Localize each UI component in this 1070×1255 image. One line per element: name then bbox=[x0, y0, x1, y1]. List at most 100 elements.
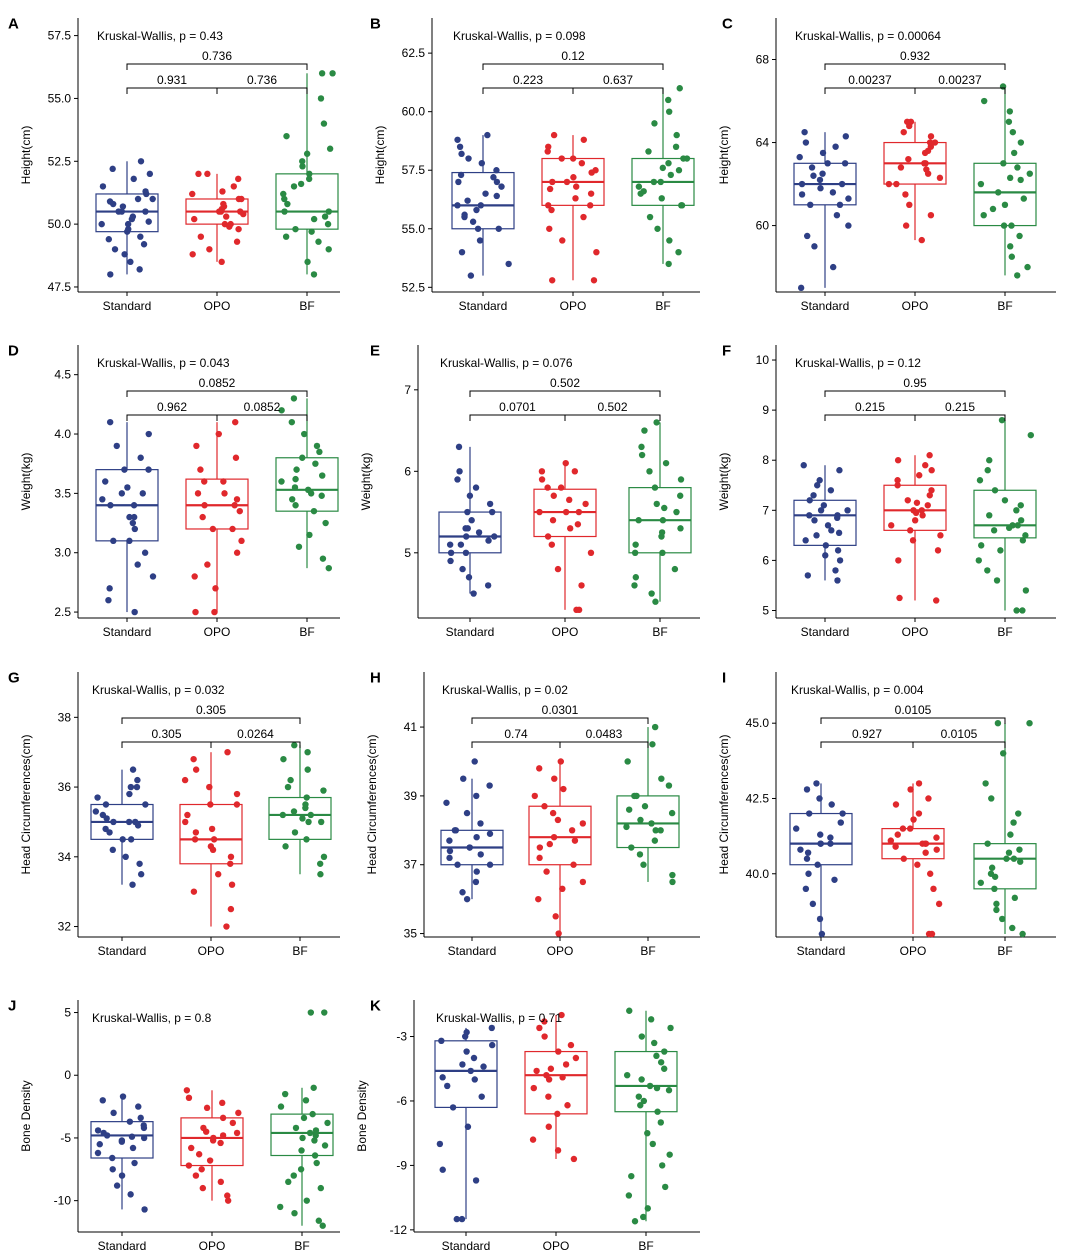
data-point bbox=[645, 148, 652, 155]
data-point bbox=[107, 271, 114, 278]
data-point bbox=[651, 120, 658, 127]
data-point bbox=[633, 792, 640, 800]
data-point bbox=[110, 537, 117, 545]
data-point bbox=[212, 585, 219, 592]
comparison-bracket: 0.74 bbox=[471, 727, 561, 748]
x-category-label: OPO bbox=[204, 299, 231, 313]
data-point bbox=[545, 1093, 552, 1100]
panel-j: J -10 -5 0 5 Bone Density Standard OPO BF Kruskal… bbox=[8, 997, 340, 1253]
data-point bbox=[536, 508, 543, 516]
data-point bbox=[894, 457, 902, 464]
data-point bbox=[469, 218, 477, 225]
data-point bbox=[991, 873, 999, 880]
data-point bbox=[895, 557, 902, 564]
data-point bbox=[842, 133, 850, 140]
comparison-p-value: 0.0301 bbox=[542, 703, 579, 717]
panel-c: C 60 64 68 Height(cm) Standard OPO BF Kruskal-Wa… bbox=[717, 15, 1056, 313]
data-point bbox=[651, 837, 659, 844]
data-point bbox=[900, 128, 907, 136]
data-point bbox=[139, 490, 146, 497]
data-point bbox=[145, 430, 152, 438]
data-point bbox=[102, 478, 109, 485]
data-point bbox=[313, 442, 321, 450]
data-point bbox=[478, 159, 486, 167]
comparison-bracket: 0.305 bbox=[121, 727, 212, 748]
data-point bbox=[199, 1184, 207, 1192]
data-point bbox=[476, 237, 484, 244]
data-point bbox=[312, 1127, 320, 1134]
data-point bbox=[1008, 222, 1015, 229]
bracket-line bbox=[572, 87, 664, 94]
data-point bbox=[299, 815, 306, 822]
data-point bbox=[223, 923, 230, 930]
data-point bbox=[816, 915, 824, 923]
data-point bbox=[493, 178, 501, 186]
data-point bbox=[546, 225, 553, 232]
data-point bbox=[463, 895, 471, 903]
data-point bbox=[292, 1124, 300, 1132]
data-point bbox=[466, 844, 473, 851]
data-point bbox=[444, 1082, 451, 1090]
data-point bbox=[463, 1029, 470, 1036]
x-category-label: OPO bbox=[543, 1239, 570, 1253]
x-category-label: Standard bbox=[448, 944, 497, 958]
data-point bbox=[457, 171, 465, 179]
iqr-box bbox=[180, 1117, 244, 1167]
data-point bbox=[893, 180, 900, 188]
data-point bbox=[146, 170, 154, 178]
data-point bbox=[113, 1182, 121, 1189]
data-point bbox=[631, 582, 638, 589]
data-point bbox=[96, 1141, 103, 1148]
data-point bbox=[579, 878, 587, 886]
data-point bbox=[439, 1074, 446, 1081]
data-point bbox=[563, 178, 571, 186]
data-point bbox=[570, 861, 577, 868]
y-tick-label: 35 bbox=[404, 927, 418, 941]
data-point bbox=[659, 164, 667, 172]
data-point bbox=[641, 803, 649, 810]
data-point bbox=[562, 459, 569, 467]
data-point bbox=[491, 533, 498, 540]
y-tick-label: 3.5 bbox=[54, 486, 71, 500]
data-point bbox=[321, 1009, 328, 1016]
data-point bbox=[836, 201, 844, 209]
y-tick-label: 7 bbox=[404, 383, 411, 397]
x-category-label: OPO bbox=[547, 944, 574, 958]
data-point bbox=[990, 527, 998, 534]
data-point bbox=[280, 190, 287, 198]
data-point bbox=[657, 827, 664, 834]
data-point bbox=[661, 1048, 668, 1055]
data-point bbox=[978, 542, 985, 549]
data-point bbox=[804, 232, 811, 240]
data-point bbox=[894, 831, 901, 838]
data-point bbox=[902, 222, 910, 229]
data-point bbox=[1019, 607, 1026, 614]
data-point bbox=[928, 467, 935, 474]
data-point bbox=[806, 497, 813, 504]
data-point bbox=[646, 1082, 654, 1090]
data-point bbox=[988, 864, 996, 871]
data-point bbox=[118, 490, 126, 497]
data-point bbox=[827, 840, 834, 847]
data-point bbox=[558, 1011, 565, 1019]
box-group-bf: BF bbox=[973, 719, 1037, 958]
data-point bbox=[922, 849, 929, 856]
data-point bbox=[486, 500, 494, 508]
data-point bbox=[822, 552, 829, 559]
comparison-p-value: 0.0483 bbox=[586, 727, 623, 741]
data-point bbox=[560, 785, 567, 793]
y-tick-label: 55.0 bbox=[48, 91, 72, 105]
data-point bbox=[278, 478, 285, 485]
data-point bbox=[136, 266, 143, 273]
data-point bbox=[140, 1134, 148, 1142]
data-point bbox=[632, 574, 640, 581]
data-point bbox=[984, 467, 991, 474]
bracket-line bbox=[121, 717, 301, 724]
data-point bbox=[892, 801, 900, 808]
data-point bbox=[587, 190, 595, 197]
bracket-line bbox=[824, 390, 1006, 397]
iqr-box bbox=[524, 1050, 588, 1115]
data-point bbox=[218, 258, 225, 266]
data-point bbox=[134, 776, 141, 784]
data-point bbox=[303, 836, 310, 843]
